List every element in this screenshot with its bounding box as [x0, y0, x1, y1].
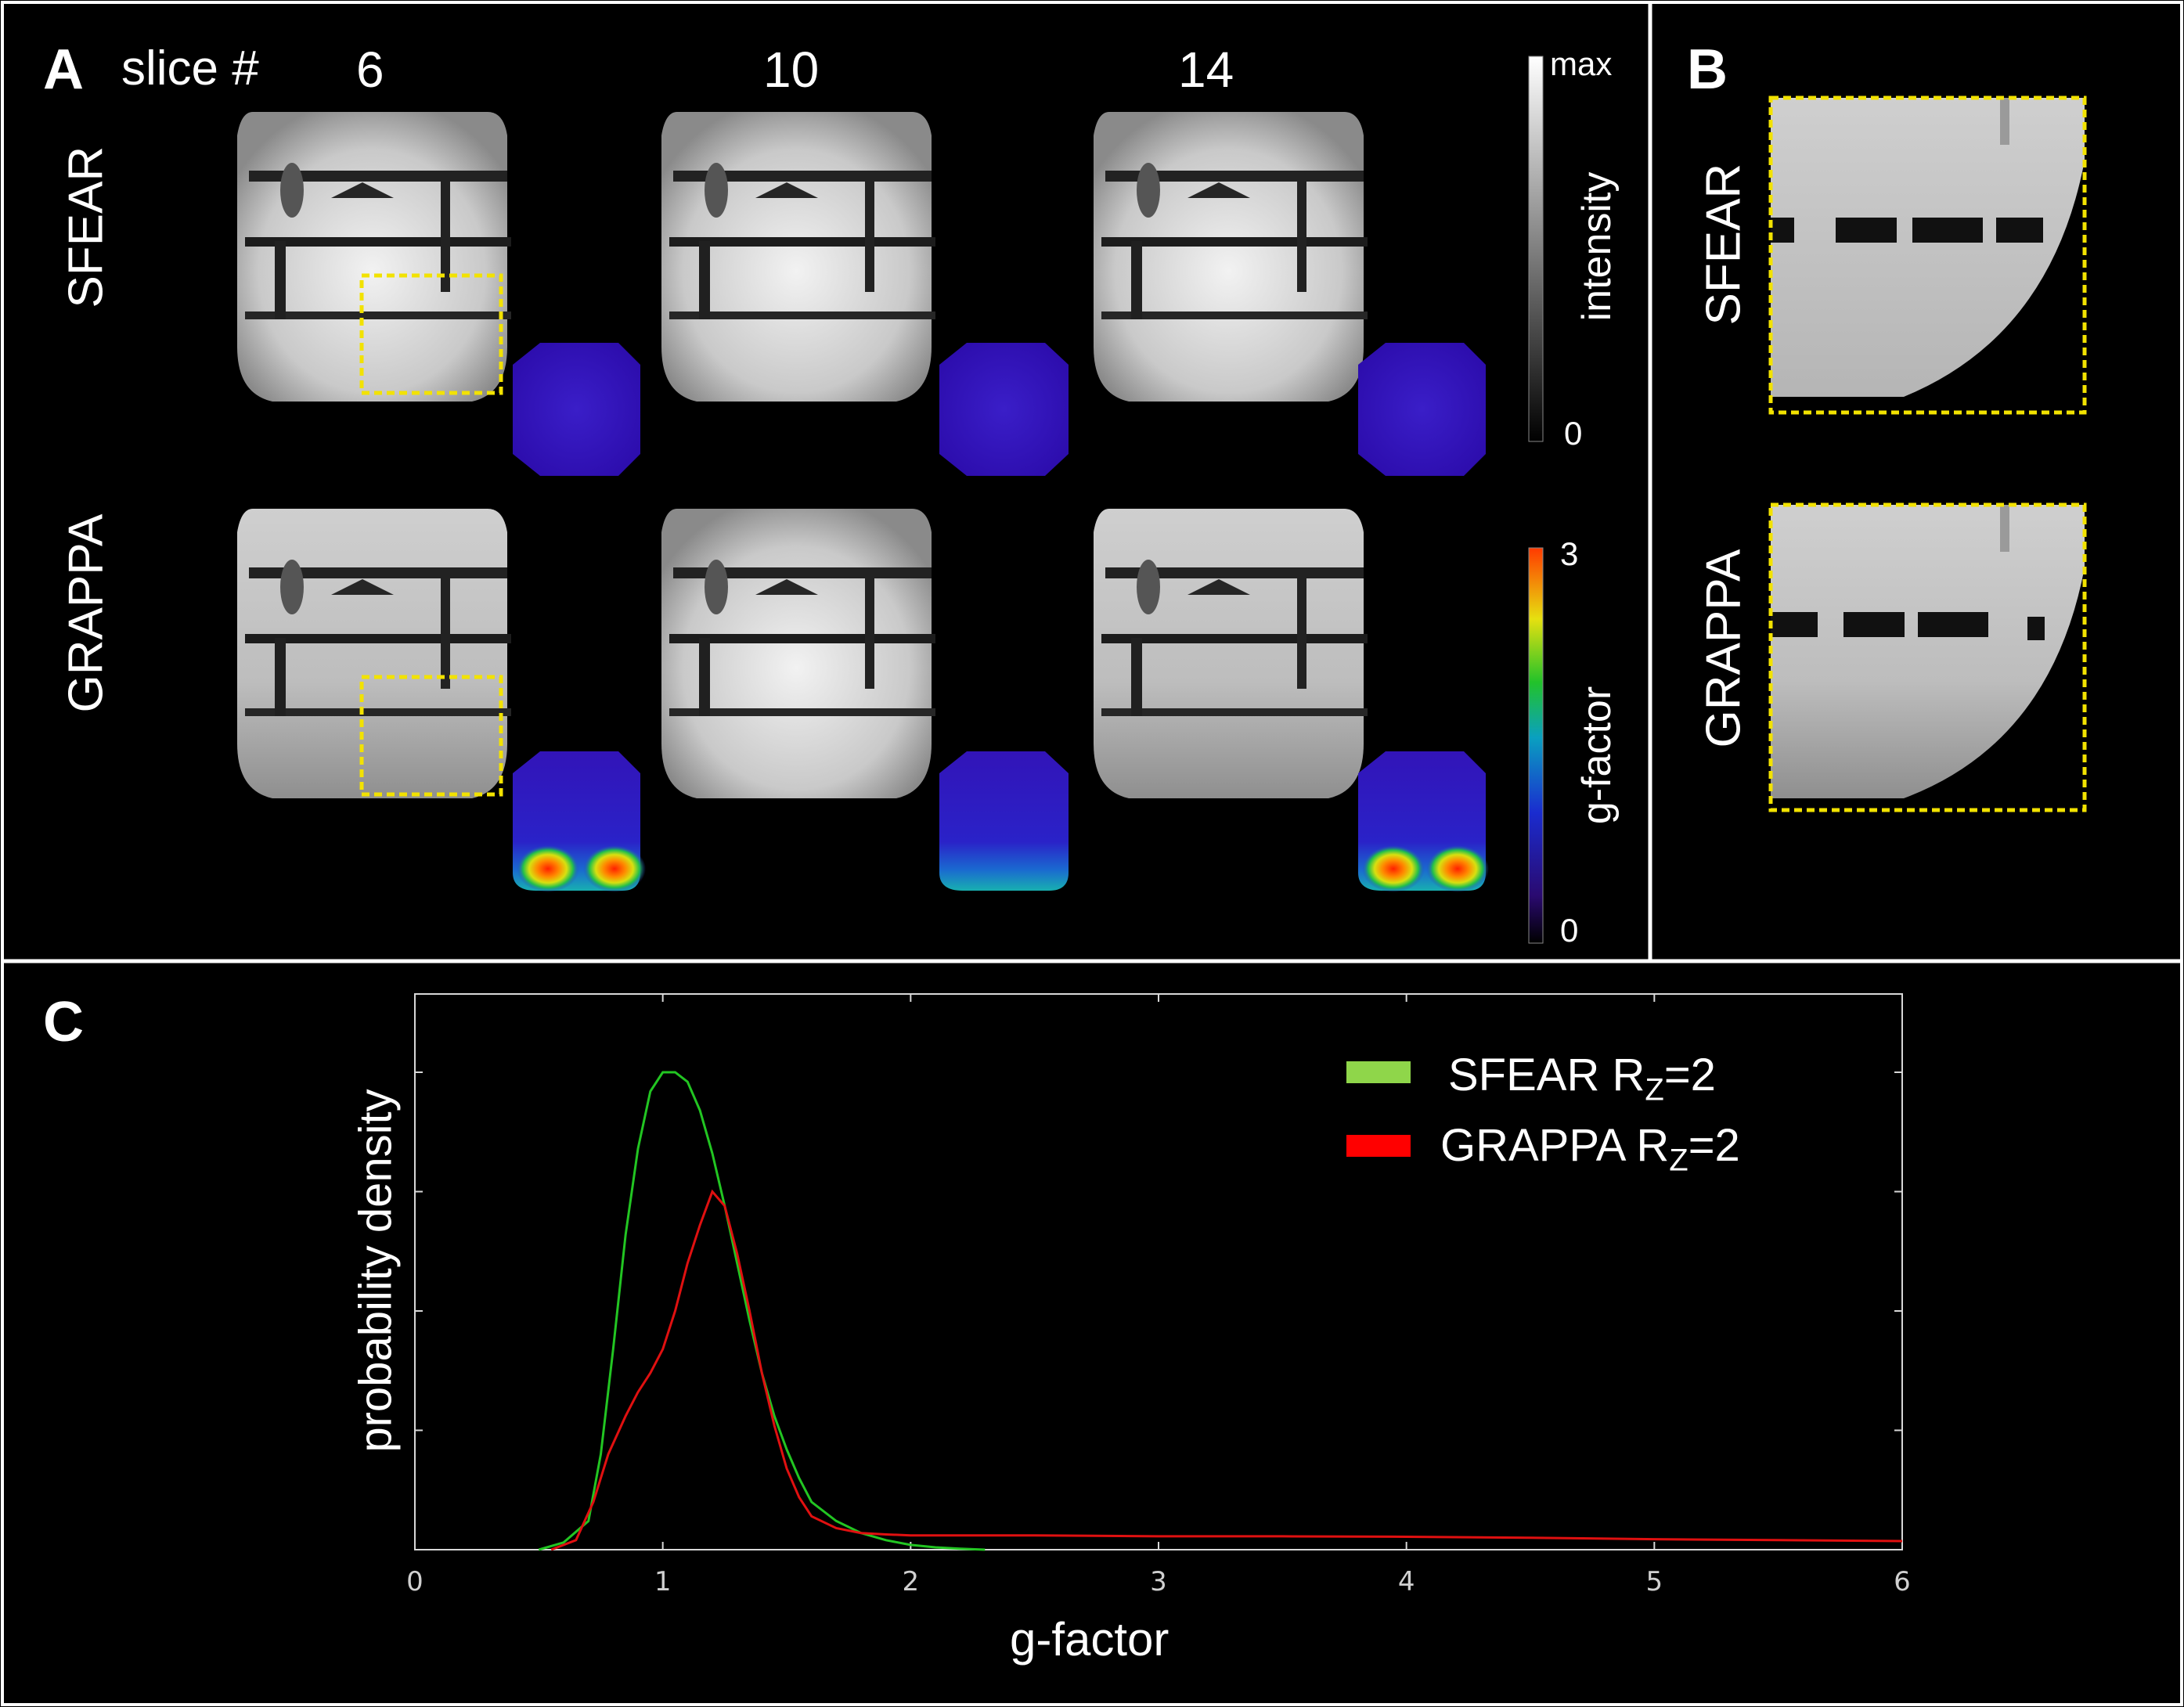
gfactor-map-sfear-14 — [1358, 343, 1486, 476]
x-tick-label-3: 3 — [1150, 1566, 1167, 1597]
legend-sfear-sub: Z — [1645, 1072, 1664, 1107]
mri-slice-grappa-10 — [661, 509, 935, 798]
zoom-image-sfear — [1771, 98, 2085, 397]
intensity-max-label: max — [1550, 45, 1613, 82]
gfactor-map-grappa-14 — [1358, 751, 1489, 892]
roi-box-grappa — [359, 675, 503, 797]
row-label-grappa: GRAPPA — [59, 513, 114, 713]
x-tick-label-1: 1 — [654, 1566, 672, 1597]
series-line-sfear — [538, 1071, 986, 1551]
mri-slice-grappa-6 — [237, 509, 511, 798]
legend-grappa-sub: Z — [1669, 1143, 1688, 1178]
slice-number-3: 14 — [1178, 41, 1234, 98]
gfactor-bar-label: g-factor — [1574, 686, 1620, 825]
mri-slice-sfear-14 — [1094, 112, 1368, 402]
panel-b-row-label-grappa: GRAPPA — [1696, 549, 1751, 748]
legend-sfear-tail: =2 — [1663, 1050, 1716, 1100]
intensity-bar-label: intensity — [1574, 171, 1620, 322]
x-tick-label-6: 6 — [1894, 1566, 1911, 1597]
x-tick-label-0: 0 — [406, 1566, 423, 1597]
x-tick-label-4: 4 — [1398, 1566, 1415, 1597]
panel-b-row-label-sfear: SFEAR — [1696, 163, 1751, 326]
zoom-box-sfear — [1768, 95, 2087, 415]
legend-swatch-sfear — [1346, 1061, 1411, 1083]
chart-ylabel: probability density — [350, 1089, 402, 1453]
mri-slice-sfear-10 — [661, 112, 935, 402]
gfactor-max-label: 3 — [1560, 535, 1579, 572]
row-label-sfear: SFEAR — [59, 146, 114, 308]
gfactor-map-sfear-10 — [939, 343, 1069, 476]
gfactor-colorbar — [1528, 547, 1544, 944]
slice-number-1: 6 — [356, 41, 384, 98]
zoom-box-grappa — [1768, 502, 2087, 812]
x-tick-label-2: 2 — [903, 1566, 920, 1597]
chart-xlabel: g-factor — [1010, 1613, 1169, 1666]
x-tick-label-5: 5 — [1646, 1566, 1663, 1597]
legend-sfear-main: SFEAR R — [1448, 1050, 1645, 1100]
gfactor-map-sfear-6 — [513, 343, 640, 476]
slice-number-2: 10 — [763, 41, 820, 98]
panel-c-letter: C — [43, 991, 84, 1053]
mri-slice-sfear-6 — [237, 112, 511, 402]
panel-a-letter: A — [43, 38, 84, 101]
legend-swatch-grappa — [1346, 1135, 1411, 1157]
intensity-min-label: 0 — [1564, 415, 1583, 452]
roi-box-sfear — [359, 273, 503, 395]
gfactor-map-grappa-10 — [939, 751, 1069, 891]
legend-grappa-tail: =2 — [1688, 1120, 1740, 1171]
gfactor-histogram-chart: 0 1 2 3 4 5 6 — [406, 993, 1911, 1597]
mri-slice-grappa-14 — [1094, 509, 1368, 798]
slice-label: slice # — [121, 41, 259, 95]
gfactor-map-grappa-6 — [513, 751, 646, 892]
gfactor-min-label: 0 — [1560, 912, 1579, 949]
legend-label-sfear: SFEAR RZ=2 — [1448, 1049, 1716, 1108]
zoom-image-grappa — [1771, 505, 2085, 798]
legend-label-grappa: GRAPPA RZ=2 — [1440, 1119, 1740, 1179]
intensity-colorbar — [1528, 56, 1544, 442]
series-line-grappa — [550, 1189, 1903, 1551]
panel-b-letter: B — [1687, 38, 1728, 101]
legend-grappa-main: GRAPPA R — [1440, 1120, 1670, 1171]
